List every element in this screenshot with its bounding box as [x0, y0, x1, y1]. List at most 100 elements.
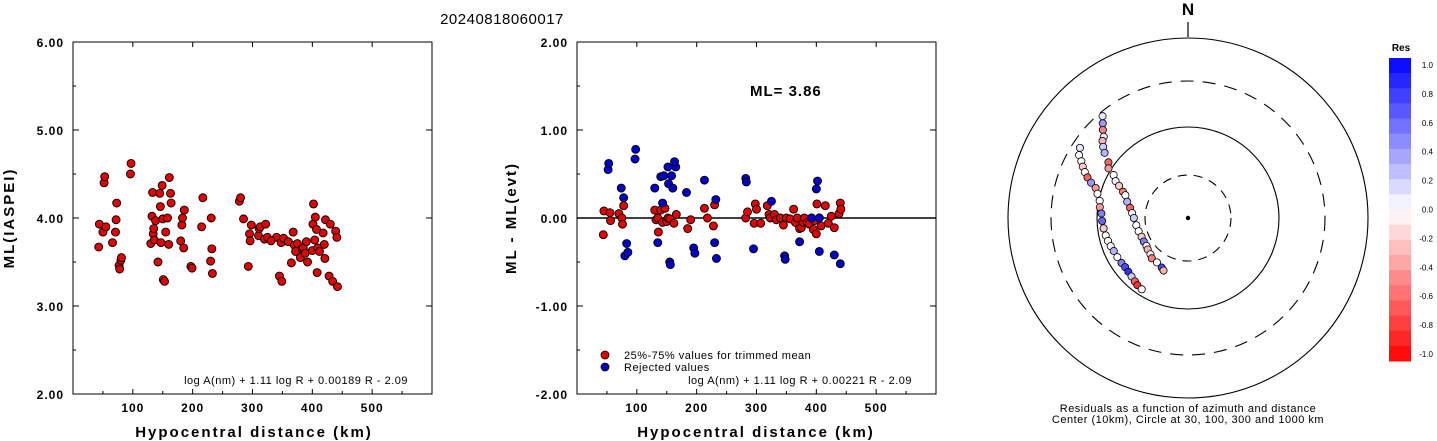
- ml-annotation: ML= 3.86: [750, 83, 822, 100]
- x-tick-label: 500: [361, 401, 384, 415]
- data-point: [699, 175, 709, 185]
- data-point: [741, 177, 751, 187]
- data-point: [623, 247, 633, 257]
- x-tick-label: 100: [625, 401, 648, 415]
- data-point: [756, 218, 766, 228]
- data-point: [814, 213, 824, 223]
- data-point: [332, 232, 342, 242]
- residual-point: [1129, 213, 1138, 222]
- data-point: [198, 193, 208, 203]
- y-tick-label: 5.00: [37, 124, 64, 138]
- data-point: [619, 201, 629, 211]
- x-tick-label: 400: [301, 401, 324, 415]
- legend: 25%-75% values for trimmed mean Rejected…: [600, 350, 811, 374]
- residual-point: [1075, 143, 1084, 152]
- data-point: [658, 198, 668, 208]
- data-point: [789, 204, 799, 214]
- data-point: [239, 214, 248, 224]
- residual-colorbar: Res 1.0 0.8 0.6 0.4 0.2 0.0 -0.2 -0.4 -0.6 -0.8 -1…: [1389, 43, 1434, 362]
- data-point: [743, 207, 752, 217]
- data-point: [277, 276, 287, 286]
- distance-rings: [1007, 37, 1369, 399]
- residual-point: [1087, 178, 1096, 187]
- data-point: [101, 222, 111, 232]
- colorbar-tick-label: -0.6: [1419, 292, 1433, 301]
- point-group: [94, 158, 342, 292]
- data-point: [166, 198, 176, 208]
- data-point: [836, 204, 846, 214]
- data-point: [161, 227, 171, 237]
- data-point: [207, 244, 217, 254]
- colorbar-cell: [1389, 315, 1411, 332]
- data-point: [197, 222, 207, 232]
- x-axis-label: Hypocentral distance (km): [135, 424, 373, 441]
- colorbar-cells: [1389, 58, 1411, 362]
- colorbar-tick-label: -0.4: [1419, 263, 1433, 272]
- legend-marker-rejected: [600, 362, 610, 372]
- data-point: [605, 208, 615, 218]
- colorbar-cell: [1389, 194, 1411, 210]
- data-point: [310, 235, 320, 245]
- y-tick-label: 2.00: [37, 388, 64, 402]
- colorbar-cell: [1389, 148, 1411, 165]
- residual-point: [1093, 189, 1102, 198]
- data-point: [178, 213, 187, 223]
- colorbar-tick-label: 0.6: [1422, 119, 1434, 128]
- data-point: [669, 218, 679, 228]
- data-point: [206, 213, 216, 223]
- residual-point: [1115, 181, 1124, 190]
- residual-point: [1099, 224, 1108, 233]
- colorbar-cell: [1389, 285, 1411, 301]
- data-point: [115, 264, 125, 274]
- colorbar-tick-label: 0.2: [1422, 177, 1434, 186]
- data-point: [630, 154, 640, 164]
- data-point: [811, 184, 821, 194]
- data-point: [156, 238, 166, 248]
- data-point: [829, 250, 839, 260]
- data-point: [653, 227, 663, 237]
- data-point: [153, 257, 163, 267]
- data-point: [711, 195, 721, 204]
- data-point: [749, 244, 758, 254]
- data-point: [160, 276, 169, 286]
- y-tick-label: 6.00: [37, 36, 64, 50]
- colorbar-cell: [1389, 254, 1411, 271]
- point-group: [598, 144, 846, 270]
- colorbar-cell: [1389, 345, 1411, 362]
- data-point: [814, 246, 824, 256]
- data-point: [312, 224, 321, 234]
- data-point: [288, 227, 298, 237]
- caption-line-2: Center (10km), Circle at 30, 100, 300 an…: [1052, 414, 1324, 426]
- data-point: [671, 210, 681, 219]
- data-point: [702, 213, 712, 223]
- x-tick-label: 200: [685, 401, 708, 415]
- data-point: [683, 224, 693, 234]
- data-point: [301, 237, 311, 247]
- colorbar-tick-label: -1.0: [1419, 350, 1433, 359]
- x-tick-label: 500: [865, 401, 888, 415]
- y-axis-label: ML - ML(evt): [503, 162, 520, 274]
- distance-ring: [1007, 37, 1369, 399]
- colorbar-cell: [1389, 73, 1411, 89]
- colorbar-tick-label: -0.2: [1419, 234, 1433, 243]
- colorbar-tick-label: 0.4: [1422, 148, 1434, 157]
- data-point: [829, 223, 839, 233]
- colorbar-cell: [1389, 224, 1411, 241]
- data-point: [179, 243, 189, 253]
- data-point: [155, 202, 165, 212]
- colorbar-cell: [1389, 300, 1411, 317]
- data-point: [835, 259, 845, 269]
- colorbar-tick-label: -0.8: [1419, 321, 1433, 330]
- data-point: [206, 256, 216, 266]
- x-tick-label: 300: [745, 401, 768, 415]
- distance-ring: [1096, 126, 1280, 310]
- data-point: [325, 219, 335, 229]
- data-point: [112, 198, 122, 208]
- colorbar-cell: [1389, 58, 1411, 74]
- residual-point: [1098, 125, 1107, 134]
- data-point: [752, 204, 761, 214]
- tick-group: 100 200 300 400 500 -2.00 -1.00 0.00 1.00 2.00: [536, 36, 936, 415]
- epicenter-marker: [1185, 215, 1191, 221]
- data-point: [236, 193, 245, 203]
- data-point: [711, 254, 721, 263]
